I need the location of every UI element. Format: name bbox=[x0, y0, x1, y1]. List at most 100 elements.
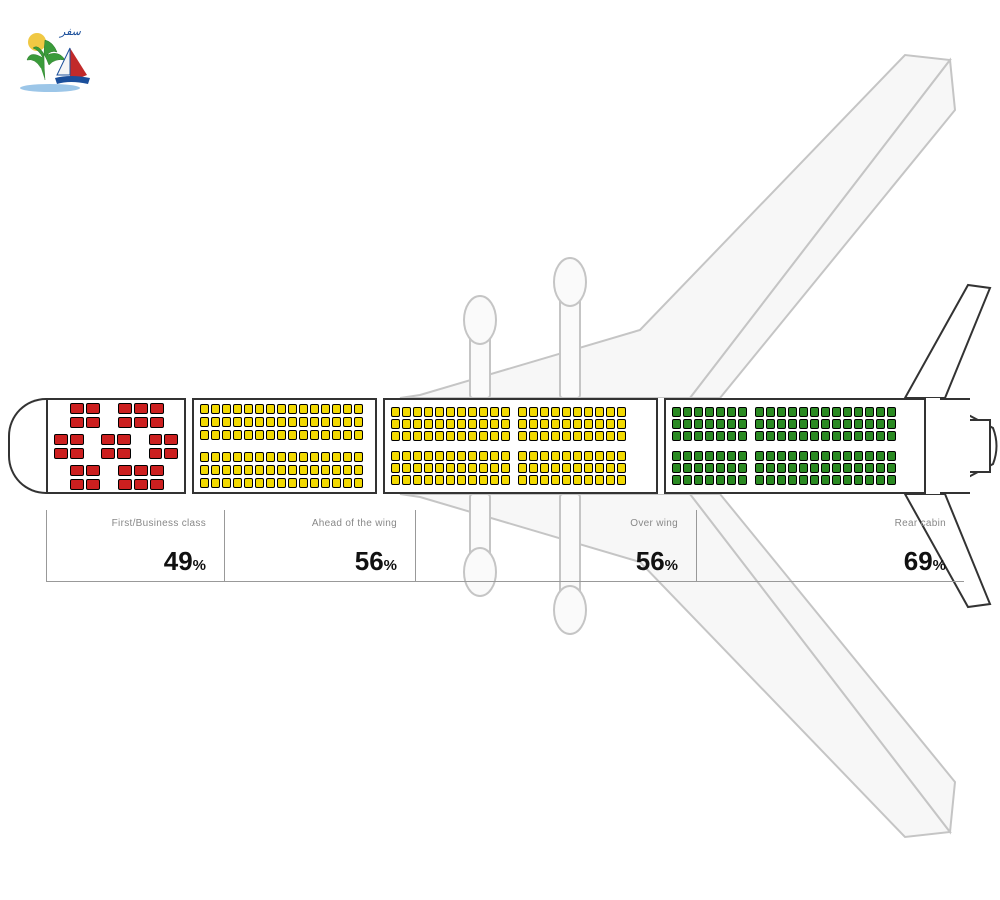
seat bbox=[54, 417, 68, 428]
seat bbox=[887, 431, 896, 441]
seat bbox=[332, 465, 341, 475]
seat-row bbox=[200, 452, 369, 462]
seat-row bbox=[54, 417, 178, 428]
seat bbox=[738, 451, 747, 461]
seat bbox=[777, 407, 786, 417]
seat bbox=[222, 478, 231, 488]
seat bbox=[606, 419, 615, 429]
seat bbox=[727, 419, 736, 429]
seat bbox=[518, 463, 527, 473]
seat-row bbox=[200, 478, 369, 488]
seat bbox=[606, 475, 615, 485]
seat bbox=[233, 430, 242, 440]
seat bbox=[490, 463, 499, 473]
seat bbox=[102, 465, 116, 476]
seat bbox=[343, 452, 352, 462]
seat bbox=[200, 452, 209, 462]
seat bbox=[211, 452, 220, 462]
seat bbox=[468, 451, 477, 461]
seat bbox=[86, 479, 100, 490]
seat bbox=[133, 448, 147, 459]
seat bbox=[255, 430, 264, 440]
seat bbox=[810, 451, 819, 461]
seat bbox=[832, 463, 841, 473]
seat bbox=[321, 404, 330, 414]
seat-row bbox=[200, 465, 369, 475]
seat bbox=[277, 430, 286, 440]
seat bbox=[102, 417, 116, 428]
seat bbox=[562, 463, 571, 473]
seat bbox=[435, 419, 444, 429]
seat bbox=[310, 404, 319, 414]
seat-row bbox=[755, 419, 896, 429]
seat bbox=[222, 430, 231, 440]
seat bbox=[70, 403, 84, 414]
seat bbox=[766, 407, 775, 417]
seat bbox=[321, 430, 330, 440]
seat bbox=[277, 417, 286, 427]
seat bbox=[694, 475, 703, 485]
seat bbox=[343, 404, 352, 414]
seat bbox=[413, 407, 422, 417]
seat bbox=[573, 451, 582, 461]
seat bbox=[777, 419, 786, 429]
seat bbox=[288, 465, 297, 475]
seat-row bbox=[391, 475, 510, 485]
seat bbox=[354, 404, 363, 414]
seat bbox=[54, 434, 68, 445]
seat bbox=[200, 404, 209, 414]
section-labels: First/Business class49%Ahead of the wing… bbox=[46, 510, 966, 582]
seat bbox=[551, 407, 560, 417]
seat bbox=[277, 452, 286, 462]
seat bbox=[683, 463, 692, 473]
seat bbox=[457, 419, 466, 429]
seat bbox=[200, 430, 209, 440]
seat bbox=[821, 463, 830, 473]
nose-cone bbox=[8, 398, 46, 494]
seat-row bbox=[54, 434, 178, 445]
seat bbox=[551, 475, 560, 485]
seat-row bbox=[391, 419, 510, 429]
seat bbox=[150, 417, 164, 428]
seat bbox=[788, 407, 797, 417]
label-over_wing: Over wing56% bbox=[415, 510, 696, 582]
section-first_business bbox=[46, 398, 186, 494]
seat bbox=[562, 431, 571, 441]
seat bbox=[529, 419, 538, 429]
seat bbox=[595, 419, 604, 429]
seat bbox=[694, 407, 703, 417]
seat bbox=[551, 419, 560, 429]
seat bbox=[468, 407, 477, 417]
seat bbox=[821, 451, 830, 461]
seat bbox=[705, 419, 714, 429]
seat-row bbox=[391, 463, 510, 473]
seat-row bbox=[672, 431, 747, 441]
seat bbox=[54, 465, 68, 476]
seat bbox=[672, 475, 681, 485]
seat bbox=[343, 478, 352, 488]
seat bbox=[562, 407, 571, 417]
seat bbox=[354, 465, 363, 475]
seat bbox=[832, 475, 841, 485]
seat bbox=[727, 463, 736, 473]
seat bbox=[617, 431, 626, 441]
seat bbox=[832, 419, 841, 429]
seat bbox=[391, 431, 400, 441]
seat bbox=[101, 434, 115, 445]
seat bbox=[424, 463, 433, 473]
seat bbox=[821, 475, 830, 485]
seat bbox=[211, 465, 220, 475]
seat bbox=[887, 451, 896, 461]
seat bbox=[887, 463, 896, 473]
seat bbox=[573, 475, 582, 485]
seat bbox=[854, 475, 863, 485]
seat bbox=[255, 478, 264, 488]
seat bbox=[810, 431, 819, 441]
seat bbox=[865, 475, 874, 485]
seat bbox=[672, 463, 681, 473]
seat bbox=[694, 451, 703, 461]
seat bbox=[755, 431, 764, 441]
seat bbox=[727, 407, 736, 417]
seat bbox=[705, 475, 714, 485]
seat-row bbox=[755, 475, 896, 485]
